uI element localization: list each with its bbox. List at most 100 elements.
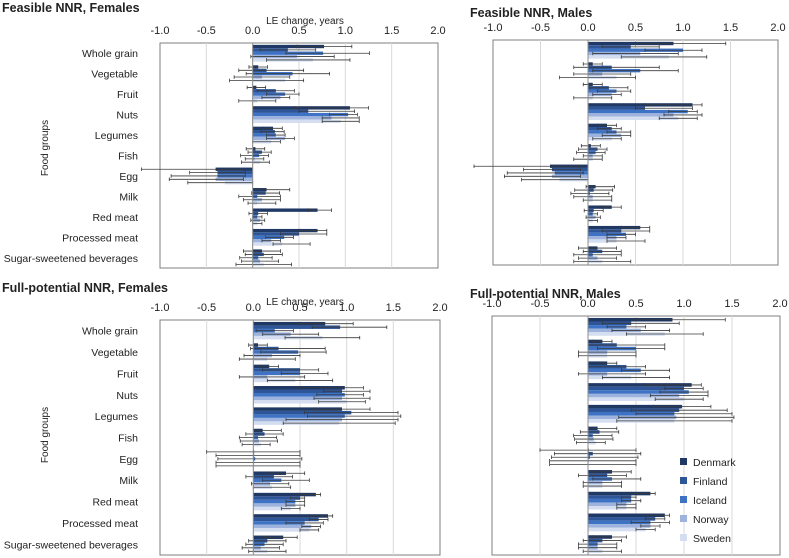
category-label: Legumes	[95, 130, 138, 142]
bar-iceland	[588, 498, 632, 503]
category-label: Red meat	[92, 497, 138, 509]
x-tick-label: 0.0	[580, 298, 595, 310]
x-tick-label: 2.0	[432, 302, 447, 314]
legend: Denmark Finland Iceland Norway Sweden	[680, 457, 736, 545]
category-label: Processed meat	[62, 518, 138, 530]
category-label: Nuts	[116, 390, 138, 402]
bar-finland	[588, 495, 632, 499]
bar-finland	[253, 517, 319, 522]
category-label: Vegetable	[91, 347, 138, 359]
bar-finland	[253, 496, 300, 500]
bar-iceland	[253, 521, 305, 525]
x-tick-label: -1.0	[151, 302, 170, 314]
bar-denmark	[588, 317, 673, 322]
legend-swatch-denmark	[680, 458, 687, 465]
x-tick-label: 1.0	[339, 302, 354, 314]
x-tick-label: 1.5	[723, 22, 738, 34]
bar-denmark	[252, 228, 318, 233]
legend-label-iceland: Iceland	[693, 495, 727, 507]
bar-finland	[588, 517, 656, 521]
bar-norway	[253, 524, 312, 529]
bar-denmark	[253, 407, 342, 411]
category-label: Processed meat	[62, 232, 138, 244]
bar-sweden	[253, 528, 310, 532]
bar-norway	[253, 396, 342, 401]
bar-finland	[588, 106, 645, 110]
category-label: Sugar-sweetened beverages	[4, 253, 138, 265]
bar-iceland	[253, 393, 345, 397]
bar-finland	[253, 325, 341, 329]
panel-title-full-females: Full-potential NNR, Females	[2, 281, 168, 295]
y-axis-title-top: Food groups	[40, 120, 51, 176]
bar-sweden	[588, 397, 684, 401]
legend-swatch-iceland	[680, 496, 687, 503]
legend-label-sweden: Sweden	[693, 533, 731, 545]
legend-swatch-sweden	[680, 534, 687, 541]
x-axis-title-bottom: LE change, years	[266, 297, 344, 308]
legend-swatch-finland	[680, 477, 687, 484]
bar-finland	[253, 410, 352, 415]
bar-sweden	[588, 116, 679, 120]
bar-finland	[588, 386, 684, 391]
x-tick-label: -0.5	[197, 25, 216, 37]
category-label: Milk	[119, 475, 138, 487]
category-label: Milk	[119, 191, 138, 203]
bar-denmark	[588, 513, 665, 518]
category-label: Fish	[118, 151, 138, 163]
bar-norway	[588, 502, 627, 507]
x-tick-label: 2.0	[772, 298, 787, 310]
bar-sweden	[588, 506, 627, 510]
bar-sweden	[253, 400, 347, 404]
x-tick-label: -1.0	[151, 25, 170, 37]
bar-iceland	[588, 520, 651, 525]
bar-iceland	[588, 411, 675, 416]
bar-denmark	[252, 208, 318, 212]
category-label: Whole grain	[82, 326, 138, 338]
bar-denmark	[588, 41, 674, 46]
bar-norway	[588, 524, 651, 528]
category-label: Egg	[119, 171, 138, 183]
x-tick-label: 2.0	[430, 25, 445, 37]
bar-denmark	[588, 225, 641, 230]
legend-label-norway: Norway	[693, 514, 729, 526]
bar-iceland	[252, 133, 276, 137]
chart-panels: -1.0 -0.5 0.0 0.5 1.0 1.5 2.0 Whole grain Vegeta…	[4, 22, 788, 556]
panel-title-feasible-females: Feasible NNR, Females	[2, 1, 140, 15]
x-tick-label: -1.0	[483, 298, 502, 310]
legend-label-finland: Finland	[693, 476, 728, 488]
x-tick-label: -0.5	[531, 298, 550, 310]
bar-norway	[588, 113, 674, 117]
x-tick-label: 0.5	[291, 25, 306, 37]
panel-0: -1.0 -0.5 0.0 0.5 1.0 1.5 2.0 Whole grain Vegeta…	[4, 25, 446, 269]
panel-title-full-males: Full-potential NNR, Males	[470, 287, 621, 301]
bar-sweden	[252, 242, 283, 246]
legend-label-denmark: Denmark	[693, 457, 736, 469]
category-label: Red meat	[92, 212, 138, 224]
x-tick-label: 0.0	[245, 25, 260, 37]
category-label: Fruit	[117, 89, 138, 101]
x-tick-label: -0.5	[531, 22, 550, 34]
bar-norway	[253, 503, 296, 507]
bar-iceland	[588, 48, 683, 52]
bar-sweden	[588, 527, 646, 532]
x-tick-label: 1.0	[675, 22, 690, 34]
x-tick-label: 0.5	[628, 22, 643, 34]
bar-iceland	[588, 390, 689, 394]
category-label: Egg	[119, 454, 138, 466]
bar-norway	[588, 235, 617, 240]
bar-iceland	[252, 112, 349, 117]
category-label: Nuts	[116, 110, 138, 122]
x-tick-label: 1.5	[724, 298, 739, 310]
bar-denmark	[253, 321, 326, 326]
legend-swatch-norway	[680, 515, 687, 522]
x-axis-title-top: LE change, years	[266, 16, 344, 27]
bar-norway	[588, 393, 680, 398]
bar-denmark	[588, 491, 651, 496]
bar-denmark	[253, 514, 328, 518]
bar-iceland	[253, 499, 296, 504]
panel-1: -1.0 -0.5 0.0 0.5 1.0 1.5 2.0	[473, 22, 786, 266]
category-label: Legumes	[95, 411, 138, 423]
x-tick-label: -0.5	[197, 302, 216, 314]
bar-denmark	[253, 492, 316, 497]
x-tick-label: 0.0	[580, 22, 595, 34]
